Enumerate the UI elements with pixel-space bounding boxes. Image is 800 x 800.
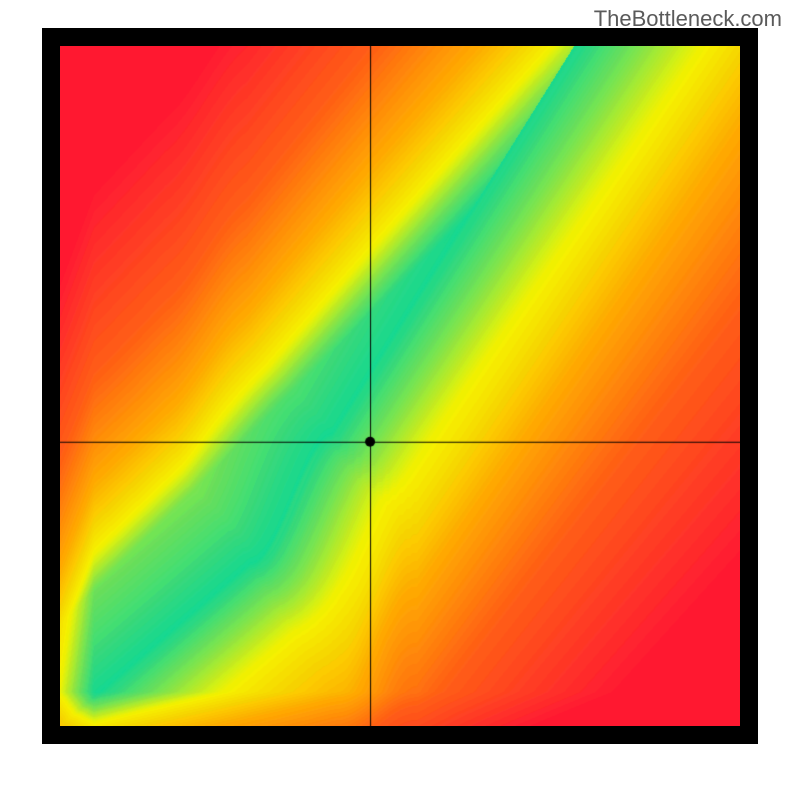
watermark-text: TheBottleneck.com bbox=[594, 6, 782, 32]
plot-frame bbox=[42, 28, 758, 744]
heatmap-canvas bbox=[60, 46, 740, 726]
